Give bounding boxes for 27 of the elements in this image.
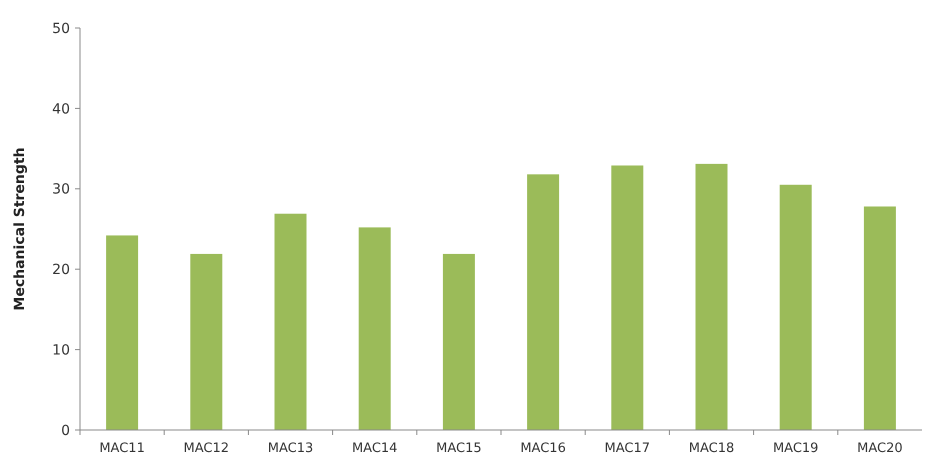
bar [442,254,475,430]
y-tick-label: 30 [52,182,70,198]
y-tick-label: 0 [61,422,70,439]
y-axis-title: Mechanical Strength [12,147,28,311]
bar [190,254,222,430]
bar [780,184,812,430]
x-tick-label: MAC16 [520,441,566,456]
x-tick-label: MAC14 [352,441,398,456]
x-tick-label: MAC19 [772,441,818,456]
bar [358,227,391,430]
x-tick-label: MAC18 [688,441,734,456]
y-tick-label: 10 [52,342,70,358]
x-tick-label: MAC13 [268,441,314,456]
y-tick-label: 50 [52,20,70,37]
bar [864,206,896,430]
bar [611,165,644,430]
y-tick-label: 40 [52,101,70,118]
y-tick-label: 20 [52,262,70,278]
bar [274,214,306,430]
bar [527,174,560,430]
x-tick-label: MAC12 [184,441,230,456]
x-tick-label: MAC11 [99,441,145,456]
x-tick-label: MAC20 [857,441,903,456]
x-tick-label: MAC17 [604,441,650,456]
bar [696,164,728,430]
x-tick-label: MAC15 [436,441,482,456]
bar [106,235,138,430]
